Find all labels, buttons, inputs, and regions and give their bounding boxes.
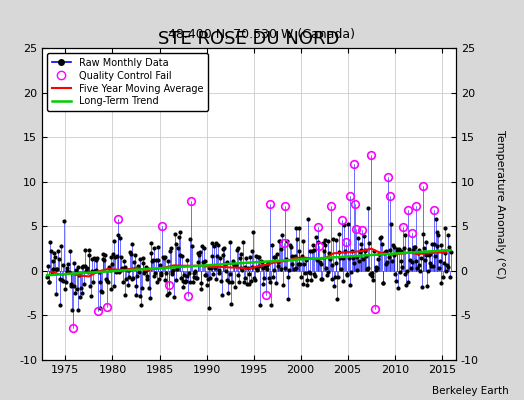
Y-axis label: Temperature Anomaly (°C): Temperature Anomaly (°C): [495, 130, 506, 278]
Text: Berkeley Earth: Berkeley Earth: [432, 386, 508, 396]
Text: 48.400 N, 70.530 W (Canada): 48.400 N, 70.530 W (Canada): [169, 28, 355, 41]
Title: STE ROSE DU NORD: STE ROSE DU NORD: [158, 30, 340, 48]
Legend: Raw Monthly Data, Quality Control Fail, Five Year Moving Average, Long-Term Tren: Raw Monthly Data, Quality Control Fail, …: [47, 53, 208, 111]
